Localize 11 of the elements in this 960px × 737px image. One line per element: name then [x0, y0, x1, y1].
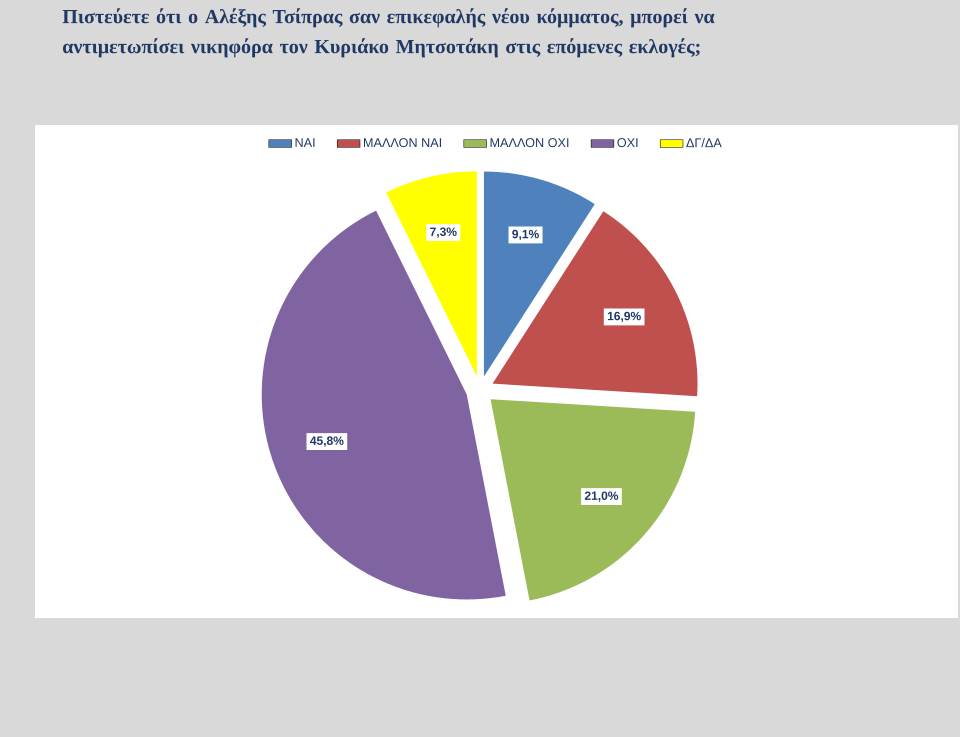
legend-label: ΜΑΛΛΟΝ ΝΑΙ: [364, 138, 442, 148]
legend-label: ΔΓ/ΔΑ: [686, 138, 722, 148]
legend-label: ΜΑΛΛΟΝ ΟΧΙ: [490, 138, 568, 148]
data-label: 7,3%: [430, 227, 457, 238]
chart-title: Πιστεύετε ότι ο Αλέξης Τσίπρας σαν επικεφαλής νέου κόμματος, μπορεί να αντιμετωπίσει νικηφόρα τον Κυριάκο Μητσοτάκη στις επόμενες εκλογές;: [62, 8, 714, 58]
legend-label: ΟΧΙ: [617, 138, 638, 148]
data-label: 9,1%: [512, 230, 539, 240]
data-label: 21,0%: [584, 491, 618, 502]
data-label: 16,9%: [608, 312, 641, 322]
data-label: 45,8%: [310, 436, 344, 447]
legend-label: ΝΑΙ: [296, 138, 314, 147]
